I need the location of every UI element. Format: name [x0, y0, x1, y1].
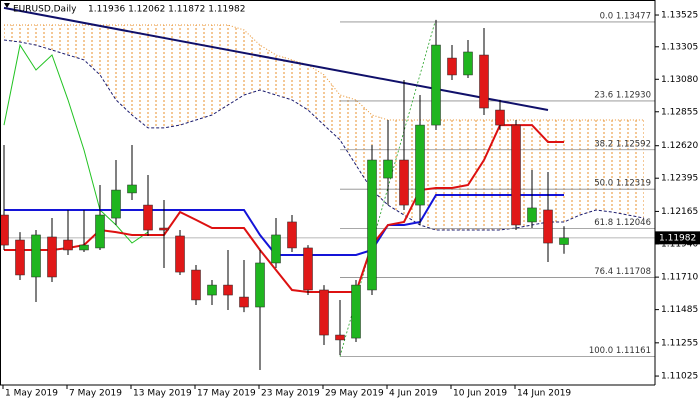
fib-level-label: 50.0 1.12319 — [594, 179, 651, 189]
fib-level-label: 23.6 1.12930 — [594, 90, 651, 100]
candle-body — [367, 159, 377, 291]
candle-body — [271, 234, 281, 264]
candle-body — [191, 269, 201, 301]
candle-body — [447, 57, 457, 76]
candle-body — [559, 237, 569, 245]
candle-body — [175, 235, 185, 273]
plot-area: 0.0 1.13477 23.6 1.12930 38.2 1.12592 50.0 … — [0, 6, 655, 370]
y-tick-label: 1.13525 — [661, 11, 698, 21]
candle-body — [495, 109, 505, 126]
candle-body — [47, 236, 57, 278]
candle-body — [383, 159, 393, 179]
candle-body — [335, 334, 345, 341]
candle-body — [207, 284, 217, 296]
fib-level-label: 38.2 1.12592 — [594, 139, 651, 149]
y-tick-label: 1.11255 — [661, 338, 698, 348]
cloud-span-a — [3, 39, 645, 231]
y-tick-label: 1.12395 — [661, 174, 698, 184]
candle-body — [127, 184, 137, 194]
candle-body — [543, 209, 553, 244]
x-tick-label: 17 May 2019 — [197, 389, 256, 399]
candle-body — [223, 284, 233, 296]
kijun-line — [4, 194, 564, 256]
chart-title: EURUSD,Daily — [13, 5, 77, 15]
candle-body — [111, 189, 121, 219]
candle-body — [399, 159, 409, 206]
candle-body — [95, 214, 105, 249]
x-tick-label: 7 May 2019 — [69, 389, 122, 399]
candle-body — [415, 124, 425, 206]
chart-subtitle: 1.11936 1.12062 1.11872 1.11982 — [88, 5, 245, 15]
y-tick-label: 1.12855 — [661, 107, 698, 117]
y-tick-label: 1.13080 — [661, 75, 698, 85]
fib-level-label: 76.4 1.11708 — [594, 267, 651, 277]
y-tick-label: 1.11485 — [661, 305, 698, 315]
candle-body — [31, 234, 41, 278]
candle-body — [479, 54, 489, 109]
y-tick-label: 1.12165 — [661, 207, 698, 217]
x-tick-label: 4 Jun 2019 — [389, 389, 438, 399]
x-tick-label: 10 Jun 2019 — [453, 389, 507, 399]
candle-body — [319, 289, 329, 336]
cloud-span-b — [4, 24, 644, 121]
x-tick-label: 1 May 2019 — [5, 389, 58, 399]
candle-body — [159, 227, 169, 231]
y-tick-label: 1.11940 — [661, 239, 698, 249]
cloud-fill — [4, 25, 644, 230]
candle-body — [431, 44, 441, 126]
candle-body — [351, 284, 361, 339]
x-tick-label: 23 May 2019 — [261, 389, 320, 399]
last-price-box — [655, 231, 700, 245]
x-tick-label: 14 Jun 2019 — [517, 389, 571, 399]
candle-body — [463, 51, 473, 76]
last-price-label: 1.11982 — [659, 233, 696, 243]
fib-level-label: 61.8 1.12046 — [594, 218, 651, 228]
candle-body — [239, 296, 249, 308]
y-tick-label: 1.11710 — [661, 273, 698, 283]
trend-line — [3, 6, 549, 111]
candle-body — [303, 247, 313, 291]
x-tick-label: 29 May 2019 — [325, 389, 384, 399]
candle-body — [79, 244, 89, 251]
candle-body — [143, 204, 153, 231]
y-tick-label: 1.12620 — [661, 141, 698, 151]
candle-body — [527, 207, 537, 223]
y-tick-label: 1.11025 — [661, 372, 698, 382]
y-tick-label: 1.13305 — [661, 42, 698, 52]
x-tick-label: 13 May 2019 — [133, 389, 192, 399]
candle-body — [255, 262, 265, 308]
title-marker — [4, 3, 10, 8]
candle-body — [15, 239, 25, 276]
candle-body — [63, 239, 73, 251]
fib-level-label: 100.0 1.11161 — [589, 346, 651, 356]
candle-body — [0, 214, 9, 246]
candle-body — [287, 221, 297, 249]
fib-level-label: 0.0 1.13477 — [600, 11, 651, 21]
candle-body — [511, 124, 521, 226]
